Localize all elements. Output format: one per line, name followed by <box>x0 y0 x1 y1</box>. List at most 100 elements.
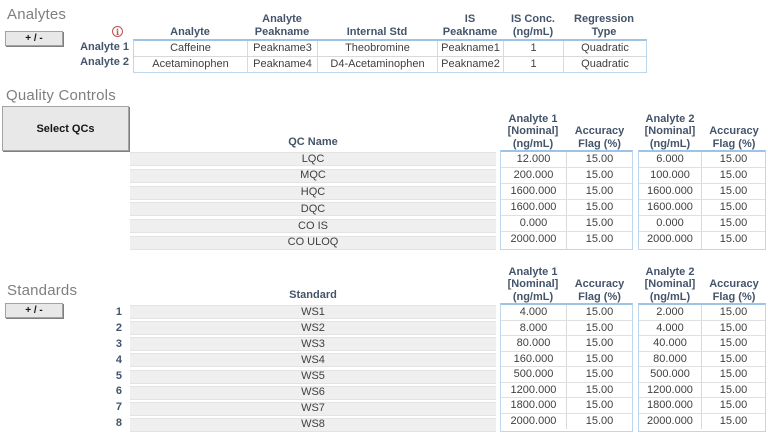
standard-name-cell[interactable]: WS7 <box>130 401 496 416</box>
standard-name-cell[interactable]: WS3 <box>130 337 496 352</box>
header-line: Internal Std <box>346 25 408 38</box>
standard-analyte2-nominal-cell[interactable]: 1200.000 <box>639 382 702 398</box>
qc-analyte2-nominal-cell[interactable]: 1600.000 <box>639 200 702 216</box>
standard-analyte1-flag-cell[interactable]: 15.00 <box>585 337 614 350</box>
standard-analyte2-flag-cell[interactable]: 15.00 <box>719 383 748 396</box>
standard-analyte1-flag-cell[interactable]: 15.00 <box>585 414 614 427</box>
regression-type-cell[interactable]: Quadratic <box>581 57 629 70</box>
header-line: Regression <box>574 13 634 25</box>
standard-name-cell[interactable]: WS2 <box>130 321 496 336</box>
qc-analyte2-flag-cell[interactable]: 15.00 <box>719 169 748 182</box>
analyte-row-label: Analyte 2 <box>80 56 129 68</box>
standard-analyte1-nominal-cell[interactable]: 1200.000 <box>501 382 567 398</box>
standard-name-cell[interactable]: WS6 <box>130 385 496 400</box>
qc-analyte2-flag-cell[interactable]: 15.00 <box>719 217 748 230</box>
qc-analyte2-flag-cell[interactable]: 15.00 <box>719 233 748 246</box>
qc-name-cell[interactable]: CO ULOQ <box>130 235 496 250</box>
qc-analyte1-flag-cell[interactable]: 15.00 <box>585 169 614 182</box>
analytes-column-header: Analyte Peakname <box>247 13 317 38</box>
standard-value-row: 2.000 15.00 <box>639 305 765 321</box>
regression-type-cell[interactable]: Quadratic <box>564 41 646 57</box>
standard-analyte1-nominal-cell[interactable]: 4.000 <box>501 305 567 320</box>
select-qcs-button[interactable]: Select QCs <box>2 106 129 151</box>
standard-analyte1-flag-cell[interactable]: 15.00 <box>585 306 614 318</box>
standard-analyte2-flag-cell[interactable]: 15.00 <box>719 414 748 427</box>
standard-name-cell[interactable]: WS8 <box>130 417 496 432</box>
standard-analyte2-flag-cell[interactable]: 15.00 <box>719 337 748 350</box>
qc-analyte1-flag-cell[interactable]: 15.00 <box>585 185 614 198</box>
is-conc-cell[interactable]: 1 <box>504 56 564 72</box>
standard-name-cell[interactable]: WS1 <box>130 305 496 319</box>
qc-analyte2-flag-cell[interactable]: 15.00 <box>719 153 748 165</box>
analyte-cell[interactable]: Caffeine <box>134 41 248 57</box>
qc-analyte1-nominal-cell[interactable]: 2000.000 <box>501 232 567 249</box>
standard-analyte1-flag-cell[interactable]: 15.00 <box>585 383 614 396</box>
standard-analyte1-nominal-cell[interactable]: 160.000 <box>501 351 567 367</box>
standards-analyte1-nominal-header: Analyte 1 [Nominal] (ng/mL) <box>507 265 559 303</box>
qc-name-cell[interactable]: MQC <box>130 168 496 183</box>
standard-analyte1-flag-cell[interactable]: 15.00 <box>585 352 614 365</box>
qc-name-cell[interactable]: CO IS <box>130 219 496 234</box>
qc-analyte1-nominal-cell[interactable]: 1600.000 <box>501 200 567 216</box>
analyte-peakname-cell[interactable]: Peakname3 <box>248 41 318 57</box>
qc-name-cell[interactable]: LQC <box>130 152 496 166</box>
standard-analyte1-flag-cell[interactable]: 15.00 <box>585 321 614 334</box>
standard-analyte1-nominal-cell[interactable]: 2000.000 <box>501 413 567 430</box>
qc-analyte1-flag-cell[interactable]: 15.00 <box>585 217 614 230</box>
qc-analyte2-flag-cell[interactable]: 15.00 <box>719 185 748 198</box>
standards-add-remove-button[interactable]: + / - <box>5 303 63 318</box>
analytes-column-header: IS Peakname <box>437 13 503 38</box>
qc-analyte2-nominal-cell[interactable]: 6.000 <box>639 152 702 168</box>
standard-value-row: 1800.000 15.00 <box>639 398 765 414</box>
standard-name-cell[interactable]: WS4 <box>130 353 496 368</box>
standard-analyte1-nominal-cell[interactable]: 80.000 <box>501 336 567 351</box>
internal-std-cell[interactable]: D4-Acetaminophen <box>318 56 438 72</box>
analytes-add-remove-button[interactable]: + / - <box>5 31 63 46</box>
standard-analyte1-nominal-cell[interactable]: 500.000 <box>501 367 567 382</box>
qc-name-cell[interactable]: DQC <box>130 202 496 217</box>
qc-analyte2-nominal-cell[interactable]: 100.000 <box>639 168 702 184</box>
qc-analyte1-nominal-cell[interactable]: 0.000 <box>501 216 567 232</box>
internal-std-cell[interactable]: Theobromine <box>318 41 438 57</box>
standard-analyte2-flag-cell[interactable]: 15.00 <box>719 321 748 334</box>
standard-analyte2-nominal-cell[interactable]: 1800.000 <box>639 398 702 413</box>
standards-numeric-headers: Analyte 1 [Nominal] (ng/mL) Accuracy Flag (… <box>500 263 766 303</box>
is-peakname-cell[interactable]: Peakname1 <box>438 41 504 57</box>
standard-analyte2-nominal-cell[interactable]: 2.000 <box>639 305 702 320</box>
qc-analyte1-flag-cell[interactable]: 15.00 <box>585 201 614 214</box>
standard-name-cell[interactable]: WS5 <box>130 369 496 384</box>
analyte-cell[interactable]: Acetaminophen <box>134 56 248 72</box>
standard-analyte2-flag-cell[interactable]: 15.00 <box>719 399 748 412</box>
qc-name-cell[interactable]: HQC <box>130 185 496 200</box>
standard-analyte2-nominal-cell[interactable]: 4.000 <box>639 320 702 336</box>
standard-analyte2-nominal-cell[interactable]: 40.000 <box>639 336 702 351</box>
standard-analyte1-flag-cell[interactable]: 15.00 <box>585 368 614 381</box>
qc-value-row: 0.000 15.00 <box>639 216 765 233</box>
qc-value-row: 100.000 15.00 <box>639 168 765 185</box>
standard-value-row: 4.000 15.00 <box>501 305 632 321</box>
standard-analyte2-nominal-cell[interactable]: 2000.000 <box>639 413 702 430</box>
qc-analyte1-nominal-cell[interactable]: 12.000 <box>501 152 567 168</box>
standard-analyte1-nominal-cell[interactable]: 8.000 <box>501 320 567 336</box>
analyte-peakname-cell[interactable]: Peakname4 <box>248 56 318 72</box>
standard-analyte2-flag-cell[interactable]: 15.00 <box>719 306 748 318</box>
standard-analyte2-flag-cell[interactable]: 15.00 <box>719 368 748 381</box>
qc-analyte2-flag-cell[interactable]: 15.00 <box>719 201 748 214</box>
qc-analyte2-nominal-cell[interactable]: 0.000 <box>639 216 702 232</box>
standard-analyte2-nominal-cell[interactable]: 500.000 <box>639 367 702 382</box>
analytes-heading: Analytes <box>7 6 67 23</box>
analytes-table-row: Caffeine Peakname3 Theobromine Peakname1… <box>134 41 646 57</box>
qc-analyte2-nominal-cell[interactable]: 1600.000 <box>639 184 702 200</box>
qc-analyte1-flag-cell[interactable]: 15.00 <box>585 153 614 165</box>
info-icon[interactable]: i <box>112 26 123 37</box>
standard-analyte2-flag-cell[interactable]: 15.00 <box>719 352 748 365</box>
qc-analyte2-nominal-cell[interactable]: 2000.000 <box>639 232 702 249</box>
qc-analyte1-flag-cell[interactable]: 15.00 <box>585 233 614 246</box>
is-conc-cell[interactable]: 1 <box>504 41 564 57</box>
standard-analyte2-nominal-cell[interactable]: 80.000 <box>639 351 702 367</box>
qc-analyte1-nominal-cell[interactable]: 1600.000 <box>501 184 567 200</box>
standard-analyte1-flag-cell[interactable]: 15.00 <box>585 399 614 412</box>
qc-analyte1-nominal-cell[interactable]: 200.000 <box>501 168 567 184</box>
standard-analyte1-nominal-cell[interactable]: 1800.000 <box>501 398 567 413</box>
is-peakname-cell[interactable]: Peakname2 <box>438 56 504 72</box>
